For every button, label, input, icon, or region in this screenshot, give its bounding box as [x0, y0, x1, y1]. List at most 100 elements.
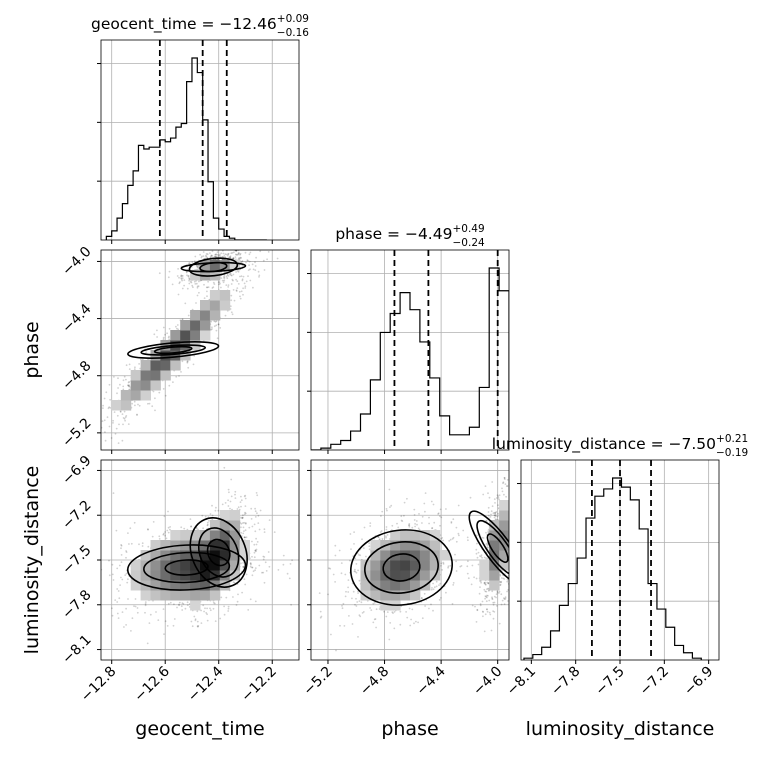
sample-point [210, 254, 213, 257]
sample-point [251, 263, 254, 266]
sample-point [235, 278, 238, 281]
sample-point [249, 268, 251, 271]
sample-point [129, 388, 132, 391]
sample-point [97, 424, 99, 426]
sample-point [257, 514, 260, 517]
sample-point [121, 413, 124, 415]
sample-point [496, 494, 499, 496]
sample-point [217, 509, 220, 512]
x-axis-label-geocent-time: geocent_time [135, 718, 264, 740]
sample-point [496, 590, 499, 593]
sample-point [255, 537, 257, 540]
sample-point [234, 497, 237, 499]
sample-point [197, 625, 199, 628]
density-cell [160, 570, 171, 581]
sample-point [186, 274, 188, 277]
sample-point [495, 596, 497, 599]
contour-line [140, 344, 207, 356]
sample-point [136, 413, 138, 416]
sample-point [445, 508, 447, 510]
sample-point [485, 531, 487, 534]
sample-point [481, 556, 483, 559]
contour-plot-area [101, 460, 299, 660]
sample-point [176, 606, 178, 609]
sample-point [351, 623, 354, 625]
sample-point [455, 540, 458, 543]
sample-point [502, 482, 504, 485]
sample-point [186, 601, 189, 604]
sample-point [480, 581, 482, 584]
density-cell [200, 300, 211, 311]
sample-point [136, 414, 138, 416]
sample-point [211, 504, 213, 507]
sample-point [466, 536, 469, 539]
sample-point [512, 486, 514, 488]
sample-point [225, 596, 228, 599]
sample-point [510, 522, 512, 524]
sample-point [235, 604, 238, 606]
sample-point [477, 563, 480, 566]
sample-point [353, 543, 355, 545]
sample-point [227, 499, 230, 502]
sample-point [218, 281, 221, 283]
sample-point [389, 506, 391, 508]
sample-point [517, 546, 519, 548]
sample-point [116, 392, 118, 395]
density-cell [429, 540, 441, 551]
sample-point [118, 564, 121, 567]
sample-point [355, 605, 358, 607]
density-cell [150, 550, 161, 561]
sample-point [481, 536, 484, 539]
sample-point [240, 505, 242, 508]
sample-point [181, 279, 184, 282]
sample-point [127, 532, 129, 534]
sample-point [244, 522, 247, 525]
density-cell [400, 580, 411, 591]
sample-point [501, 487, 503, 490]
sample-point [125, 550, 127, 552]
sample-point [481, 600, 484, 603]
sample-point [227, 607, 230, 610]
sample-point [380, 530, 383, 532]
sample-point [374, 618, 377, 620]
sample-point [212, 281, 215, 284]
sample-point [319, 616, 322, 619]
sample-point [359, 554, 362, 557]
sample-point [261, 246, 263, 248]
contour-panel-phase-vs-luminosity-distance [310, 459, 528, 661]
sample-point [162, 338, 165, 341]
sample-point [497, 497, 500, 499]
sample-point [264, 561, 267, 564]
sample-point [122, 385, 125, 388]
sample-point [231, 252, 234, 254]
sample-point [175, 375, 178, 378]
sample-point [511, 541, 513, 543]
sample-point [220, 252, 223, 255]
density-cell [390, 570, 401, 581]
sample-point [342, 602, 345, 605]
sample-point [195, 527, 198, 530]
sample-point [206, 245, 208, 247]
sample-point [242, 522, 244, 524]
sample-point [526, 556, 528, 558]
sample-point [457, 504, 460, 507]
sample-point [503, 493, 505, 496]
sample-point [105, 391, 108, 394]
sample-point [388, 488, 391, 491]
sample-point [133, 368, 136, 370]
density-cell [200, 530, 211, 541]
sample-point [196, 620, 199, 623]
density-cell [150, 560, 161, 571]
sample-point [450, 521, 453, 523]
sample-point [194, 619, 197, 622]
sample-point [242, 293, 244, 296]
density-cell [219, 520, 231, 531]
density-cell [180, 590, 191, 601]
sample-point [357, 592, 359, 594]
density-cell [390, 560, 401, 571]
density-cell [229, 530, 241, 541]
sample-point [240, 531, 243, 534]
sample-point [117, 617, 120, 619]
sample-point [494, 511, 497, 514]
sample-point [232, 289, 235, 291]
